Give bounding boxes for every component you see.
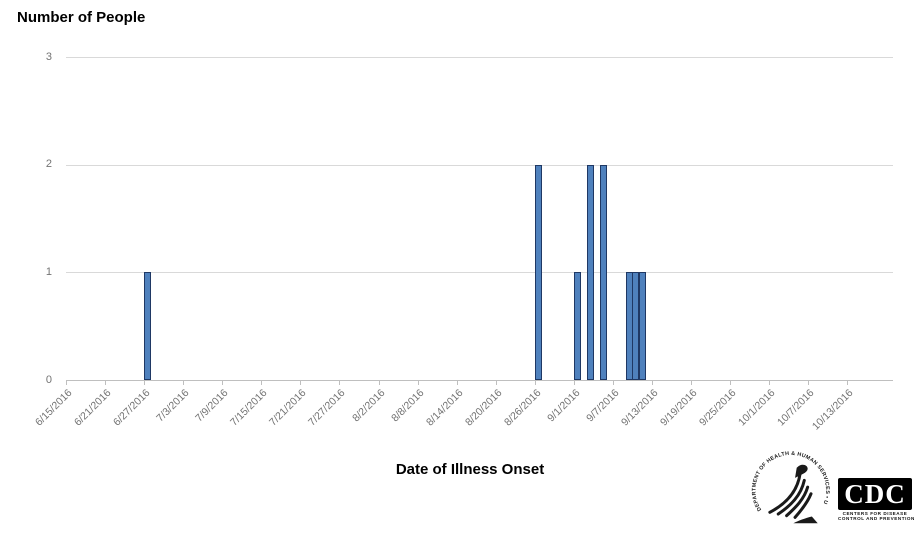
x-tick-mark bbox=[613, 381, 614, 385]
hhs-eagle-logo: DEPARTMENT OF HEALTH & HUMAN SERVICES • … bbox=[748, 451, 830, 524]
hhs-eagle-icon bbox=[768, 472, 813, 519]
bar bbox=[600, 165, 607, 380]
x-tick-mark bbox=[496, 381, 497, 385]
x-tick-mark bbox=[300, 381, 301, 385]
gridline bbox=[66, 272, 893, 273]
gridline bbox=[66, 165, 893, 166]
x-tick-mark bbox=[105, 381, 106, 385]
x-tick-mark bbox=[769, 381, 770, 385]
x-tick-mark bbox=[339, 381, 340, 385]
y-tick-label: 2 bbox=[45, 158, 52, 170]
x-tick-mark bbox=[183, 381, 184, 385]
cdc-subtext-line2: CONTROL AND PREVENTION bbox=[838, 516, 914, 522]
x-tick-mark bbox=[847, 381, 848, 385]
cdc-logo: CDC CENTERS FOR DISEASE CONTROL AND PREV… bbox=[838, 478, 914, 522]
x-axis-title: Date of Illness Onset bbox=[395, 461, 545, 478]
bar bbox=[639, 272, 646, 380]
x-tick-mark bbox=[652, 381, 653, 385]
x-tick-mark bbox=[66, 381, 67, 385]
x-tick-mark bbox=[418, 381, 419, 385]
y-tick-label: 0 bbox=[45, 374, 52, 386]
hhs-seal-text: DEPARTMENT OF HEALTH & HUMAN SERVICES • … bbox=[748, 451, 830, 512]
bar bbox=[535, 165, 542, 380]
cdc-logo-letters: CDC bbox=[844, 478, 906, 509]
cdc-logo-box: CDC bbox=[838, 478, 912, 510]
bar bbox=[574, 272, 581, 380]
x-tick-mark bbox=[730, 381, 731, 385]
svg-text:DEPARTMENT OF HEALTH & HUMAN S: DEPARTMENT OF HEALTH & HUMAN SERVICES • … bbox=[748, 451, 830, 512]
bar bbox=[144, 272, 151, 380]
x-tick-mark bbox=[457, 381, 458, 385]
x-tick-mark bbox=[691, 381, 692, 385]
bar bbox=[587, 165, 594, 380]
hhs-eagle-head-tail bbox=[793, 464, 818, 524]
y-tick-label: 1 bbox=[45, 266, 52, 278]
x-tick-mark bbox=[261, 381, 262, 385]
x-tick-mark bbox=[574, 381, 575, 385]
x-tick-mark bbox=[222, 381, 223, 385]
x-axis-line bbox=[66, 380, 893, 381]
chart-title: Number of People bbox=[17, 9, 146, 26]
cdc-subtext-line1: CENTERS FOR DISEASE bbox=[842, 511, 908, 516]
x-tick-mark bbox=[144, 381, 145, 385]
bar bbox=[632, 272, 639, 380]
y-tick-label: 3 bbox=[45, 51, 52, 63]
gridline bbox=[66, 57, 893, 58]
x-tick-mark bbox=[535, 381, 536, 385]
x-tick-mark bbox=[379, 381, 380, 385]
x-tick-mark bbox=[808, 381, 809, 385]
